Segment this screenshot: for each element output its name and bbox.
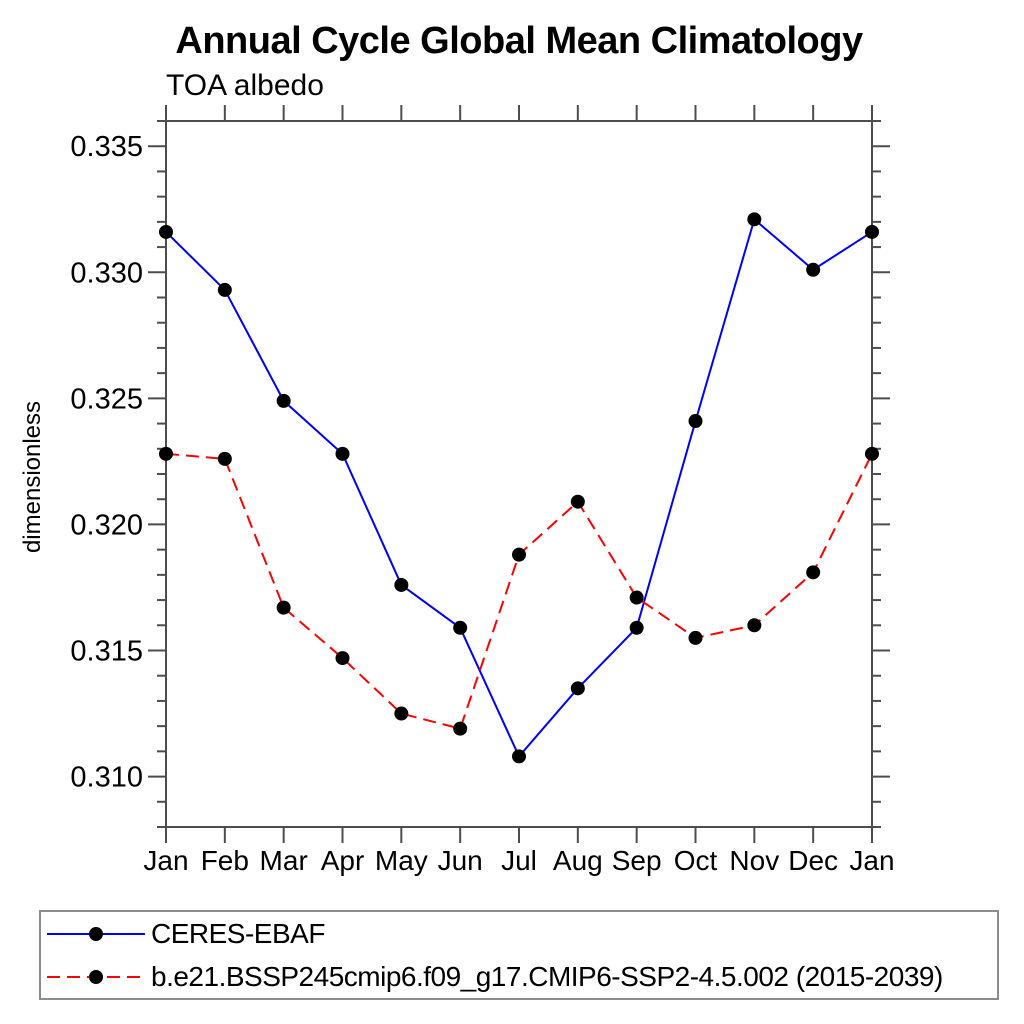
x-tick-label: May xyxy=(375,845,428,876)
x-tick-label: Jun xyxy=(438,845,483,876)
data-point-marker xyxy=(394,706,409,721)
data-point-marker xyxy=(159,446,173,461)
data-point-marker xyxy=(806,262,821,277)
y-tick-label: 0.310 xyxy=(70,762,143,794)
x-tick-label: Dec xyxy=(788,845,838,876)
data-point-marker xyxy=(217,451,232,466)
x-tick-label: Mar xyxy=(260,845,308,876)
x-tick-label: Jul xyxy=(501,845,537,876)
legend-solid-line-sample xyxy=(47,926,145,941)
series-line-0 xyxy=(165,217,873,759)
y-tick-label: 0.330 xyxy=(70,257,143,289)
data-point-marker xyxy=(335,446,350,461)
y-tick-label: 0.325 xyxy=(70,383,143,415)
data-point-marker xyxy=(806,565,821,580)
chart-plot-area: Jan Feb Mar Apr May Jun Jul Aug Sep Oct Nov Dec Jan 0… xyxy=(70,105,895,876)
x-tick-label: Apr xyxy=(321,845,365,876)
data-point-marker xyxy=(629,590,644,605)
plot-border xyxy=(165,120,873,828)
x-tick-label: Aug xyxy=(553,845,603,876)
y-tick-label: 0.320 xyxy=(70,509,143,541)
legend-item-1: b.e21.BSSP245cmip6.f09_g17.CMIP6-SSP2-4.… xyxy=(41,955,997,998)
data-point-marker xyxy=(276,393,291,408)
data-point-marker xyxy=(747,618,762,633)
series-line-1 xyxy=(165,452,873,730)
data-point-marker xyxy=(747,212,762,227)
data-point-marker xyxy=(865,224,879,239)
legend-label-0: CERES-EBAF xyxy=(151,917,325,949)
x-tick-label: Oct xyxy=(674,845,718,876)
y-tick-label: 0.315 xyxy=(70,636,143,668)
data-point-marker xyxy=(217,282,232,297)
data-point-marker xyxy=(629,620,644,635)
data-point-marker xyxy=(394,577,409,592)
legend-marker-icon xyxy=(89,969,103,984)
data-point-marker xyxy=(512,547,526,562)
data-point-marker xyxy=(570,681,585,696)
legend-box: CERES-EBAF b.e21.BSSP245cmip6.f09_g17.CMI… xyxy=(39,910,999,1000)
x-tick-label: Jan xyxy=(849,845,894,876)
legend-dashed-line-sample xyxy=(47,969,145,984)
chart-subtitle: TOA albedo xyxy=(166,69,324,102)
chart-title: Annual Cycle Global Mean Climatology xyxy=(175,20,863,62)
x-tick-label: Jan xyxy=(143,845,188,876)
x-tick-label: Feb xyxy=(201,845,249,876)
data-point-marker xyxy=(865,446,879,461)
data-point-marker xyxy=(453,721,468,736)
legend-label-1: b.e21.BSSP245cmip6.f09_g17.CMIP6-SSP2-4.… xyxy=(151,960,943,992)
y-tick-label: 0.335 xyxy=(70,131,143,163)
x-tick-label: Sep xyxy=(612,845,662,876)
legend-marker-icon xyxy=(89,926,103,941)
data-point-marker xyxy=(335,651,350,666)
data-point-marker xyxy=(688,630,703,645)
legend-item-0: CERES-EBAF xyxy=(41,912,997,955)
data-point-marker xyxy=(276,600,291,615)
data-point-marker xyxy=(453,620,468,635)
data-point-marker xyxy=(688,414,703,429)
data-point-marker xyxy=(159,224,173,239)
x-tick-label: Nov xyxy=(729,845,779,876)
data-point-marker xyxy=(570,494,585,509)
data-point-marker xyxy=(512,749,526,764)
